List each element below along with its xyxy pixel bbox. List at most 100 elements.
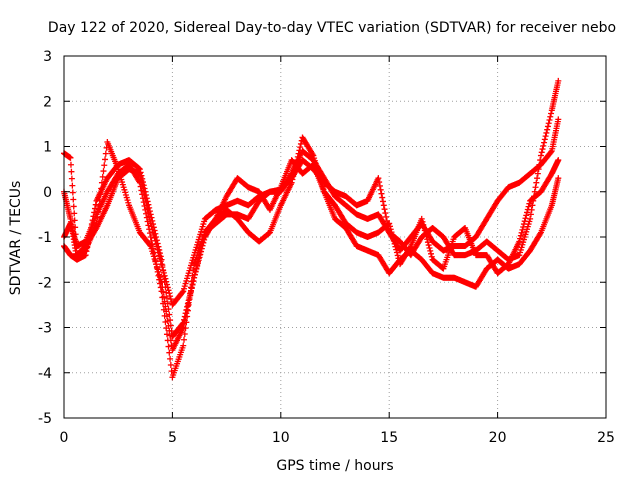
- data-point-track-d: [531, 188, 538, 195]
- data-point-track-a: [380, 202, 387, 209]
- data-point-track-c: [429, 270, 436, 277]
- data-point-track-d: [184, 313, 191, 320]
- data-point-track-c: [99, 173, 106, 180]
- y-tick-label: -2: [38, 275, 52, 291]
- data-point-track-d: [157, 280, 164, 287]
- data-point-track-b: [104, 175, 111, 182]
- x-tick-label: 0: [60, 430, 69, 446]
- data-point-track-a: [167, 293, 174, 300]
- data-point-track-d: [153, 265, 160, 272]
- data-point-track-c: [169, 347, 176, 354]
- data-point-track-b: [288, 157, 295, 164]
- data-point-track-d: [407, 252, 414, 259]
- data-point-track-c: [266, 229, 273, 236]
- data-point-track-a: [70, 196, 77, 203]
- data-point-track-b: [394, 252, 401, 259]
- data-point-track-a: [180, 288, 187, 295]
- data-point-track-c: [364, 247, 371, 254]
- data-point-track-b: [145, 201, 152, 208]
- x-axis-label: GPS time / hours: [276, 458, 393, 474]
- data-point-track-a: [169, 301, 176, 308]
- data-point-track-b: [424, 239, 431, 246]
- data-point-track-d: [418, 234, 425, 240]
- data-point-track-d: [161, 312, 168, 319]
- data-point-track-d: [139, 191, 146, 198]
- data-point-track-c: [555, 175, 562, 182]
- data-point-track-a: [375, 175, 382, 182]
- data-point-track-d: [155, 272, 162, 279]
- data-point-track-d: [163, 325, 170, 332]
- data-point-track-a: [167, 296, 174, 303]
- data-point-track-b: [353, 229, 360, 236]
- data-point-track-a: [104, 202, 111, 209]
- data-point-track-c: [353, 243, 360, 250]
- data-point-track-b: [429, 256, 436, 263]
- data-point-track-d: [544, 126, 551, 133]
- data-point-track-d: [154, 268, 161, 275]
- data-point-track-d: [152, 257, 159, 264]
- data-point-track-d: [148, 237, 155, 244]
- data-point-track-d: [191, 261, 198, 268]
- data-point-track-b: [153, 237, 160, 244]
- data-point-track-d: [537, 157, 544, 164]
- data-point-track-d: [234, 211, 241, 218]
- data-point-track-a: [67, 161, 74, 168]
- data-point-track-d: [321, 175, 328, 182]
- data-point-track-d: [483, 238, 490, 245]
- data-point-track-c: [321, 188, 328, 195]
- data-point-track-d: [310, 157, 317, 164]
- data-point-track-c: [332, 215, 338, 222]
- data-point-track-d: [139, 195, 146, 202]
- data-point-track-a: [494, 197, 501, 204]
- data-point-track-c: [537, 229, 544, 236]
- data-point-track-a: [380, 198, 387, 205]
- data-point-track-b: [418, 215, 425, 222]
- x-tick-label: 15: [380, 430, 398, 446]
- data-point-track-d: [516, 252, 523, 259]
- data-point-track-c: [548, 202, 555, 209]
- data-point-track-c: [505, 265, 512, 272]
- data-point-track-a: [353, 202, 360, 209]
- data-point-track-d: [201, 229, 208, 236]
- data-point-track-b: [525, 203, 532, 210]
- data-point-track-c: [126, 202, 133, 209]
- data-point-track-b: [375, 229, 382, 236]
- data-point-track-d: [157, 284, 164, 291]
- data-point-track-c: [342, 224, 349, 231]
- data-point-track-d: [145, 222, 152, 229]
- data-point-track-d: [535, 166, 542, 173]
- data-point-track-c: [516, 261, 523, 268]
- data-point-track-a: [377, 186, 384, 193]
- data-point-track-d: [160, 300, 167, 307]
- data-point-track-c: [102, 156, 109, 163]
- data-point-track-d: [541, 136, 548, 143]
- data-point-track-d: [150, 245, 157, 252]
- data-point-track-d: [187, 290, 194, 297]
- data-point-track-b: [424, 236, 431, 243]
- data-point-track-d: [544, 123, 551, 130]
- data-point-track-b: [421, 224, 428, 231]
- data-point-track-b: [451, 234, 458, 240]
- data-point-track-d: [451, 252, 458, 259]
- data-point-track-b: [151, 227, 158, 234]
- data-point-track-d: [136, 179, 143, 186]
- data-point-track-d: [150, 249, 157, 256]
- data-point-track-b: [146, 204, 153, 211]
- data-point-track-d: [160, 306, 167, 313]
- data-point-track-d: [186, 296, 193, 303]
- data-point-track-b: [427, 247, 434, 254]
- data-point-track-b: [526, 200, 533, 207]
- data-point-track-c: [193, 265, 200, 272]
- data-point-track-a: [527, 170, 534, 177]
- data-point-track-c: [167, 332, 174, 339]
- data-point-track-d: [534, 175, 541, 182]
- data-point-track-d: [332, 193, 338, 200]
- data-point-track-d: [529, 202, 536, 209]
- data-point-track-b: [393, 246, 400, 253]
- data-point-track-a: [245, 202, 252, 209]
- data-point-track-c: [494, 256, 501, 263]
- y-tick-label: -5: [38, 411, 52, 427]
- data-point-track-c: [98, 185, 105, 192]
- data-point-track-c: [483, 265, 490, 272]
